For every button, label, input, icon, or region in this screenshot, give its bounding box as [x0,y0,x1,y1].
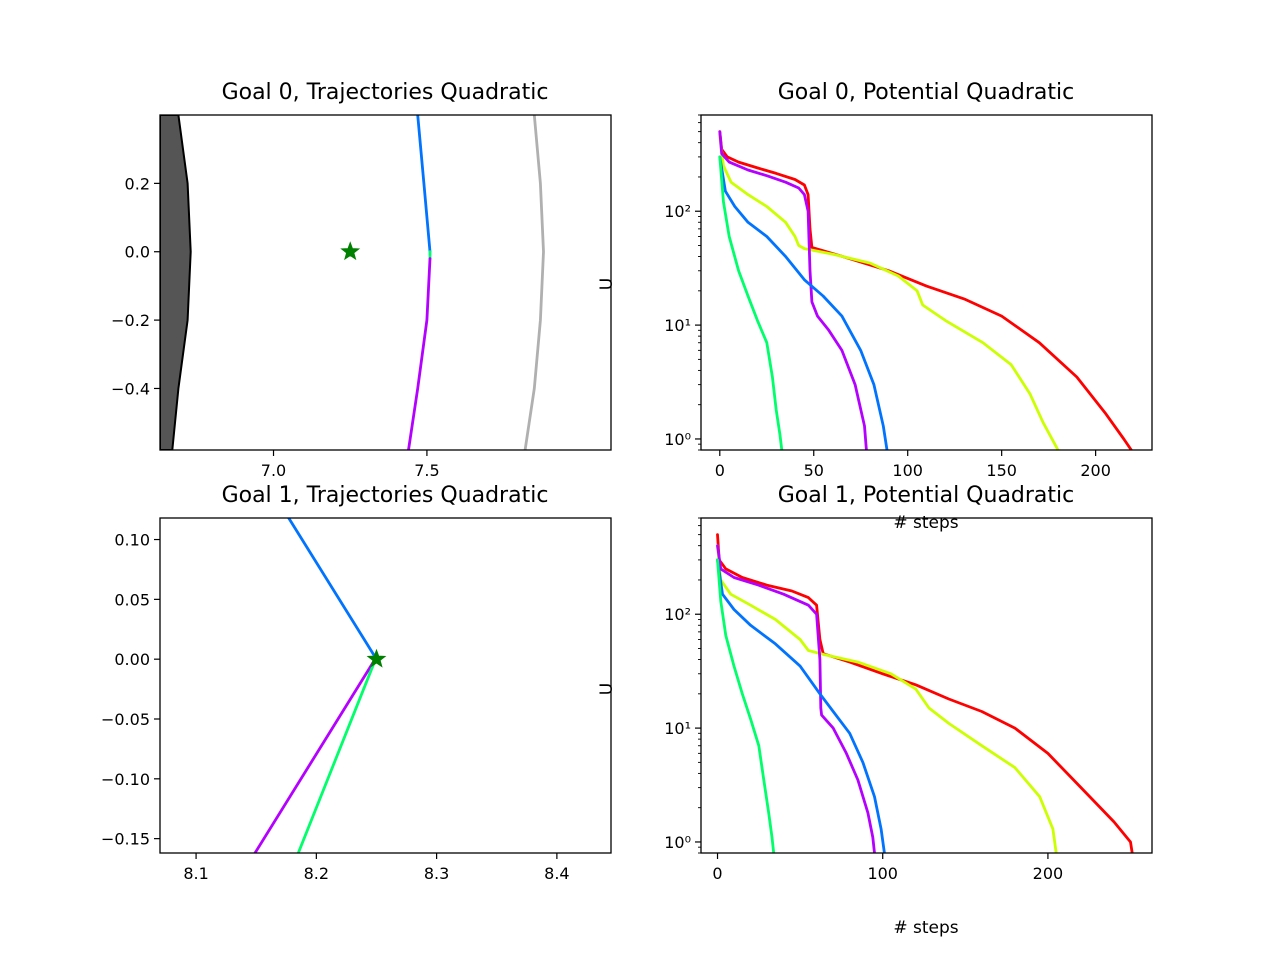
plot-goal1-potential: Goal 1, Potential Quadratic U # steps 0 1… [597,483,1153,938]
plot-area [718,130,1133,450]
plot-goal1-trajectories: Goal 1, Trajectories Quadratic 8.1 8.2 8.3… [101,483,612,883]
series-line [718,155,784,450]
x-tick-label: 0 [712,864,722,883]
x-tick-label: 8.4 [544,864,569,883]
x-tick-label: 200 [1080,461,1111,480]
series-line [416,115,432,254]
axes-frame [700,517,1153,854]
x-tick-label: 100 [892,461,923,480]
series-line [523,115,545,450]
series-line [718,135,1060,450]
plot-title: Goal 1, Trajectories Quadratic [222,483,549,508]
x-tick-label: 150 [986,461,1017,480]
y-axis-label: U [597,278,617,290]
x-tick-label: 8.1 [183,864,208,883]
series-line [716,544,1058,853]
goal-star-marker [366,648,387,668]
x-axis-label: # steps [893,513,958,533]
y-tick-label: −0.15 [101,830,150,849]
y-tick-label: 10² [664,202,691,221]
plot-title: Goal 0, Trajectories Quadratic [222,80,549,105]
x-tick-label: 100 [867,864,898,883]
x-tick-label: 8.3 [424,864,449,883]
y-tick-label: 0.10 [114,531,150,550]
y-tick-label: 10² [664,605,691,624]
y-tick-label: 10¹ [664,316,691,335]
plot-goal0-potential: Goal 0, Potential Quadratic U # steps 0 5… [597,80,1153,533]
x-tick-label: 7.0 [261,461,286,480]
axes-frame [159,114,612,451]
y-tick-label: −0.4 [111,379,150,398]
x-axis-label: # steps [893,918,958,938]
y-tick-label: 0.05 [114,590,150,609]
y-axis-label: U [597,683,617,695]
plot-area [253,518,387,853]
series-line [716,544,876,853]
y-tick-label: −0.10 [101,770,150,789]
x-tick-label: 0 [715,461,725,480]
plot-title: Goal 0, Potential Quadratic [778,80,1075,105]
x-tick-label: 50 [804,461,824,480]
series-line [296,661,376,853]
plot-title: Goal 1, Potential Quadratic [778,483,1075,508]
y-tick-label: 10⁰ [664,430,691,449]
x-tick-label: 8.2 [304,864,329,883]
series-line [716,558,886,853]
axes-frame [159,517,612,854]
plot-area [716,533,1134,853]
y-tick-label: 10¹ [664,719,691,738]
y-tick-label: 0.2 [125,174,150,193]
series-line [718,130,1133,450]
obstacle-region [160,115,192,450]
series-line [407,257,432,450]
x-tick-label: 7.5 [414,461,439,480]
goal-star-marker [340,241,361,261]
series-line [716,533,1134,853]
y-tick-label: 10⁰ [664,833,691,852]
series-line [716,558,776,853]
y-tick-label: 0.0 [125,243,150,262]
series-line [718,155,889,450]
series-line [718,130,868,450]
y-tick-label: −0.05 [101,710,150,729]
series-line [287,518,378,661]
x-tick-label: 200 [1033,864,1064,883]
y-tick-label: 0.00 [114,650,150,669]
axes-frame [700,114,1153,451]
plot-goal0-trajectories: Goal 0, Trajectories Quadratic 7.0 7.5 0.2… [111,80,612,480]
y-tick-label: −0.2 [111,311,150,330]
series-line [253,661,375,853]
plot-area [160,115,545,450]
